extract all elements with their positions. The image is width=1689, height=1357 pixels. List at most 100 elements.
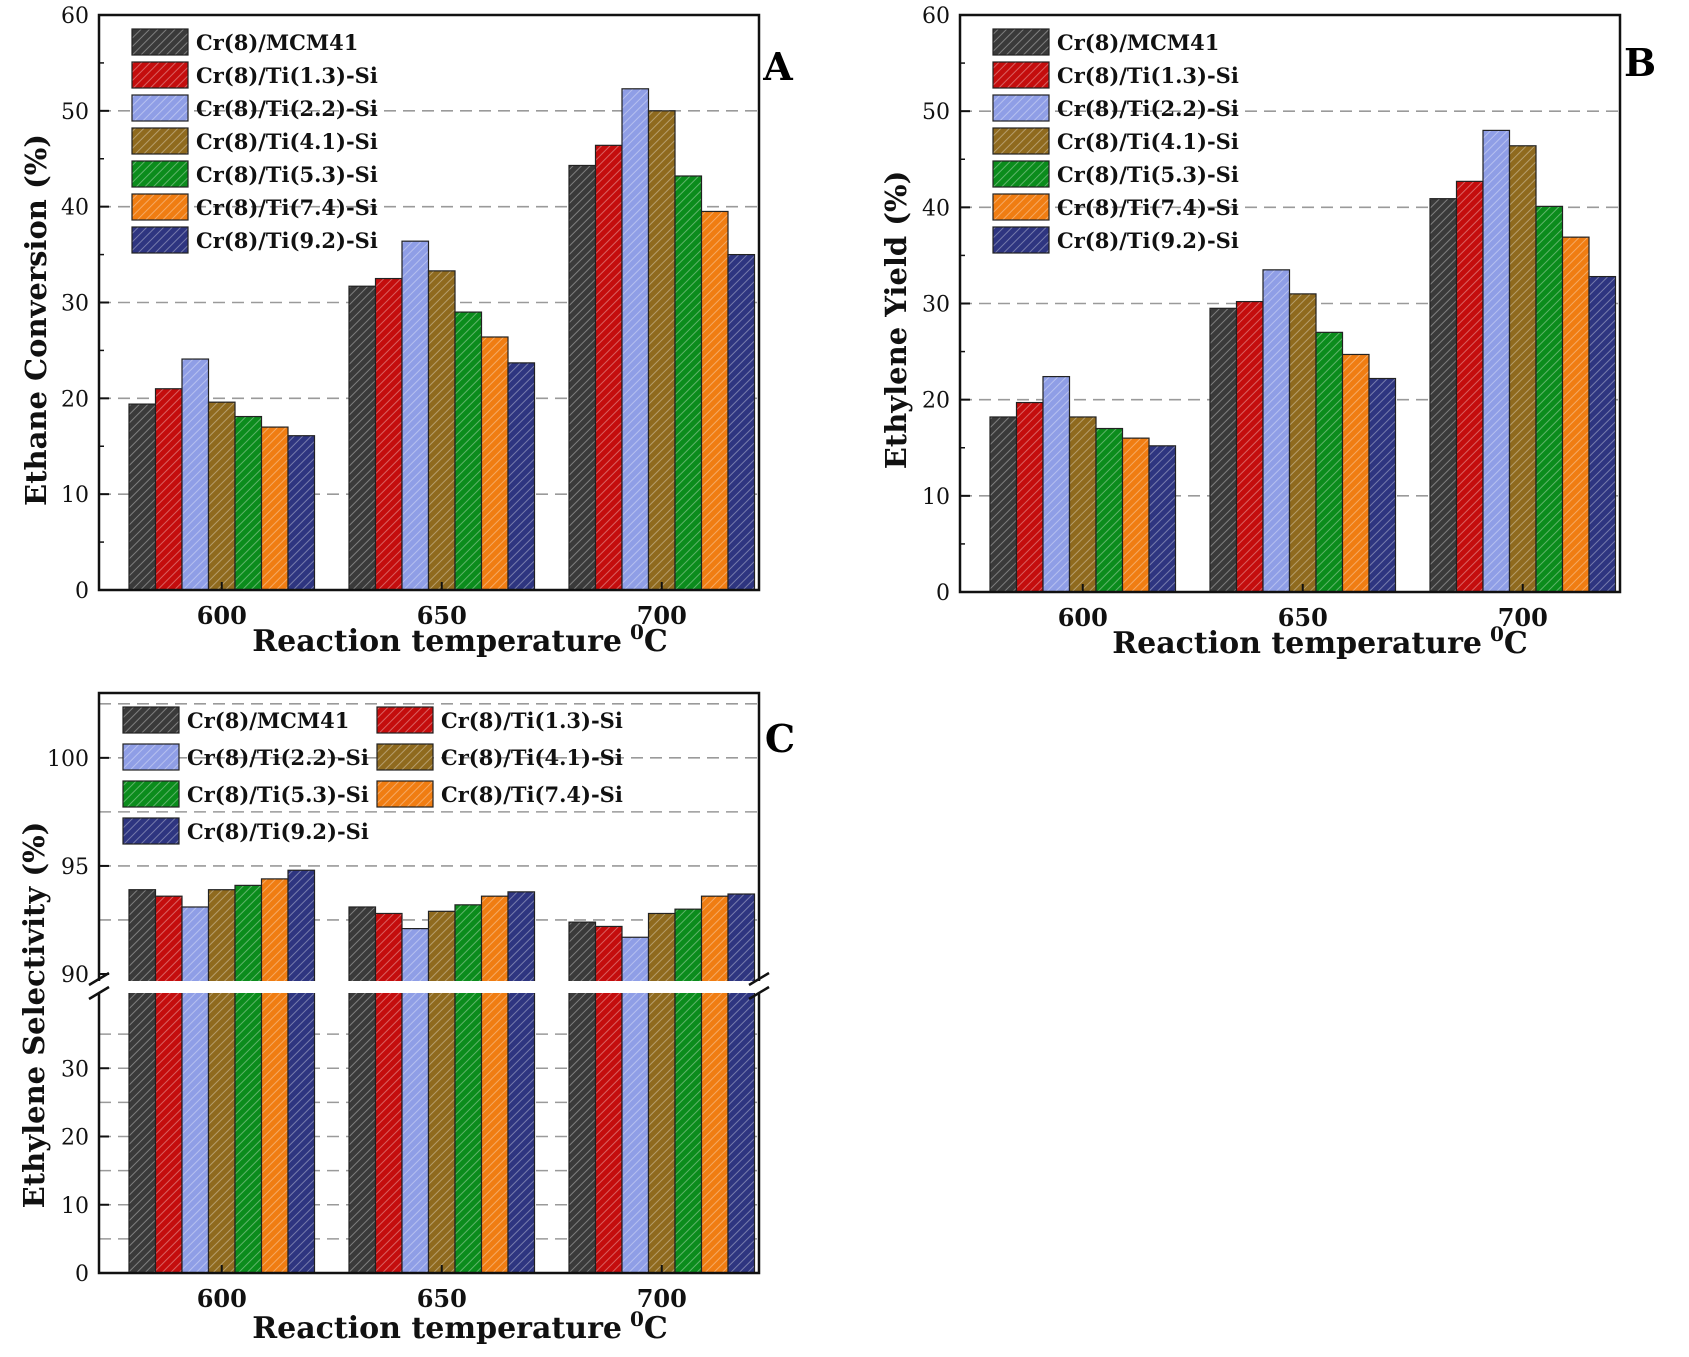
legend-swatch bbox=[131, 193, 189, 221]
legend-label: Cr(8)/Ti(2.2)-Si bbox=[1057, 96, 1239, 121]
bar-cr-8-mcm41-650 bbox=[348, 906, 377, 1274]
axis-break-mark bbox=[88, 985, 110, 1001]
legend-swatch bbox=[131, 94, 189, 122]
bar-cr-8-ti-4-1-si-600 bbox=[207, 401, 236, 591]
bar-cr-8-ti-4-1-si-600 bbox=[1068, 416, 1097, 593]
bar-cr-8-ti-2-2-si-700 bbox=[621, 88, 650, 591]
bar-cr-8-mcm41-650 bbox=[1209, 307, 1238, 593]
x-tick-label: 650 bbox=[1278, 603, 1328, 632]
y-tick-label: 50 bbox=[61, 100, 89, 125]
legend-label: Cr(8)/Ti(1.3)-Si bbox=[441, 708, 623, 733]
bar-cr-8-ti-9-2-si-700 bbox=[727, 893, 756, 1274]
y-tick-label: 20 bbox=[61, 387, 89, 412]
legend-item-cr-8-ti-7-4-si: Cr(8)/Ti(7.4)-Si bbox=[992, 193, 1239, 221]
legend-label: Cr(8)/Ti(9.2)-Si bbox=[196, 228, 378, 253]
y-tick-label: 100 bbox=[47, 747, 89, 772]
bar-cr-8-ti-9-2-si-700 bbox=[1588, 275, 1617, 593]
bar-cr-8-ti-4-1-si-650 bbox=[427, 270, 456, 591]
legend-item-cr-8-ti-4-1-si: Cr(8)/Ti(4.1)-Si bbox=[992, 127, 1239, 155]
legend-swatch bbox=[376, 780, 434, 808]
bar-cr-8-ti-1-3-si-700 bbox=[594, 925, 623, 1274]
legend-swatch bbox=[122, 780, 180, 808]
bar-cr-8-ti-5-3-si-700 bbox=[674, 175, 703, 591]
bar-cr-8-ti-7-4-si-650 bbox=[480, 336, 509, 591]
bar-cr-8-ti-9-2-si-600 bbox=[287, 435, 316, 591]
legend-swatch bbox=[131, 28, 189, 56]
bar-cr-8-ti-2-2-si-650 bbox=[1262, 269, 1291, 593]
bar-cr-8-ti-5-3-si-600 bbox=[234, 415, 263, 591]
panel-c-axes: 0 10 20 30 90 95 100 600 650 700 bbox=[47, 691, 770, 1313]
bar-cr-8-ti-1-3-si-700 bbox=[594, 144, 623, 591]
legend-swatch bbox=[992, 61, 1050, 89]
legend-item-cr-8-ti-5-3-si: Cr(8)/Ti(5.3)-Si bbox=[122, 780, 369, 808]
bar-cr-8-ti-1-3-si-600 bbox=[1015, 401, 1044, 593]
axis-break-gap bbox=[97, 981, 761, 993]
bar-cr-8-ti-9-2-si-650 bbox=[507, 362, 536, 591]
x-tick-label: 650 bbox=[417, 601, 467, 630]
legend-label: Cr(8)/Ti(7.4)-Si bbox=[441, 782, 623, 807]
legend-item-cr-8-ti-7-4-si: Cr(8)/Ti(7.4)-Si bbox=[131, 193, 378, 221]
bar-cr-8-ti-2-2-si-700 bbox=[621, 936, 650, 1274]
legend-item-cr-8-ti-1-3-si: Cr(8)/Ti(1.3)-Si bbox=[131, 61, 378, 89]
y-tick-label: 10 bbox=[61, 483, 89, 508]
legend-swatch bbox=[131, 226, 189, 254]
bar-cr-8-ti-7-4-si-700 bbox=[700, 895, 729, 1274]
unit-letter: C bbox=[1504, 626, 1528, 661]
panel-a-conversion-chart: 0 10 20 30 40 50 60 600 650 700 Ethane Conversion… bbox=[19, 4, 793, 659]
legend-item-cr-8-ti-4-1-si: Cr(8)/Ti(4.1)-Si bbox=[131, 127, 378, 155]
legend-swatch bbox=[992, 193, 1050, 221]
x-tick-label: 700 bbox=[637, 601, 687, 630]
legend-label: Cr(8)/Ti(5.3)-Si bbox=[187, 782, 369, 807]
y-tick-label: 60 bbox=[61, 4, 89, 29]
panel-a-x-axis-label: Reaction temperature 0C bbox=[252, 620, 668, 659]
legend-item-cr-8-mcm41: Cr(8)/MCM41 bbox=[131, 28, 358, 56]
panel-a-bars bbox=[128, 88, 756, 591]
bar-cr-8-mcm41-700 bbox=[568, 921, 597, 1274]
bar-cr-8-ti-5-3-si-600 bbox=[234, 884, 263, 1274]
panel-a-y-axis-label: Ethane Conversion (%) bbox=[19, 134, 53, 506]
y-tick-label: 20 bbox=[61, 1126, 89, 1151]
bar-cr-8-mcm41-650 bbox=[348, 285, 377, 591]
panel-c-bars bbox=[97, 869, 761, 1274]
panel-b-yield-chart: 0 10 20 30 40 50 60 600 650 700 Ethylene Yield (%… bbox=[879, 4, 1656, 661]
legend-swatch bbox=[992, 94, 1050, 122]
legend-label: Cr(8)/MCM41 bbox=[1057, 30, 1219, 55]
bar-cr-8-ti-4-1-si-650 bbox=[427, 910, 456, 1274]
bar-cr-8-ti-1-3-si-650 bbox=[374, 912, 403, 1274]
bar-cr-8-ti-5-3-si-650 bbox=[1315, 331, 1344, 593]
bar-cr-8-ti-2-2-si-600 bbox=[181, 906, 210, 1274]
bar-cr-8-ti-4-1-si-600 bbox=[207, 889, 236, 1274]
legend-swatch bbox=[131, 127, 189, 155]
degree-superscript: 0 bbox=[1490, 622, 1504, 646]
bar-cr-8-ti-4-1-si-700 bbox=[647, 912, 676, 1274]
y-tick-label: 10 bbox=[61, 1194, 89, 1219]
bar-cr-8-ti-5-3-si-600 bbox=[1095, 427, 1124, 593]
legend-label: Cr(8)/Ti(2.2)-Si bbox=[187, 745, 369, 770]
legend-swatch bbox=[992, 160, 1050, 188]
bar-cr-8-ti-2-2-si-600 bbox=[181, 358, 210, 591]
legend-label: Cr(8)/Ti(1.3)-Si bbox=[1057, 63, 1239, 88]
legend-swatch bbox=[131, 160, 189, 188]
axis-break-mark bbox=[748, 971, 770, 987]
panel-c-label: C bbox=[765, 716, 795, 761]
panel-c-selectivity-chart: 0 10 20 30 90 95 100 600 650 700 Ethylene Selecti… bbox=[17, 691, 795, 1346]
legend-label: Cr(8)/Ti(5.3)-Si bbox=[1057, 162, 1239, 187]
y-tick-label: 60 bbox=[922, 4, 950, 29]
axis-break-mark bbox=[748, 985, 770, 1001]
legend-item-cr-8-ti-9-2-si: Cr(8)/Ti(9.2)-Si bbox=[992, 226, 1239, 254]
panel-b-y-axis-label: Ethylene Yield (%) bbox=[879, 171, 913, 470]
legend-swatch bbox=[992, 226, 1050, 254]
plot-frame-upper bbox=[97, 691, 761, 981]
bar-cr-8-mcm41-600 bbox=[989, 416, 1018, 593]
legend-item-cr-8-ti-1-3-si: Cr(8)/Ti(1.3)-Si bbox=[376, 706, 623, 734]
bar-cr-8-ti-9-2-si-650 bbox=[1368, 377, 1397, 593]
legend-label: Cr(8)/Ti(4.1)-Si bbox=[196, 129, 378, 154]
y-tick-label: 0 bbox=[75, 1262, 89, 1287]
y-tick-label: 0 bbox=[936, 581, 950, 606]
bar-cr-8-ti-9-2-si-600 bbox=[287, 869, 316, 1274]
plot-frame-lower bbox=[97, 993, 761, 1275]
bar-cr-8-ti-4-1-si-650 bbox=[1288, 293, 1317, 593]
bar-cr-8-ti-1-3-si-650 bbox=[374, 277, 403, 591]
panel-c-x-unit: 0C bbox=[630, 1307, 668, 1346]
y-tick-label: 20 bbox=[922, 389, 950, 414]
